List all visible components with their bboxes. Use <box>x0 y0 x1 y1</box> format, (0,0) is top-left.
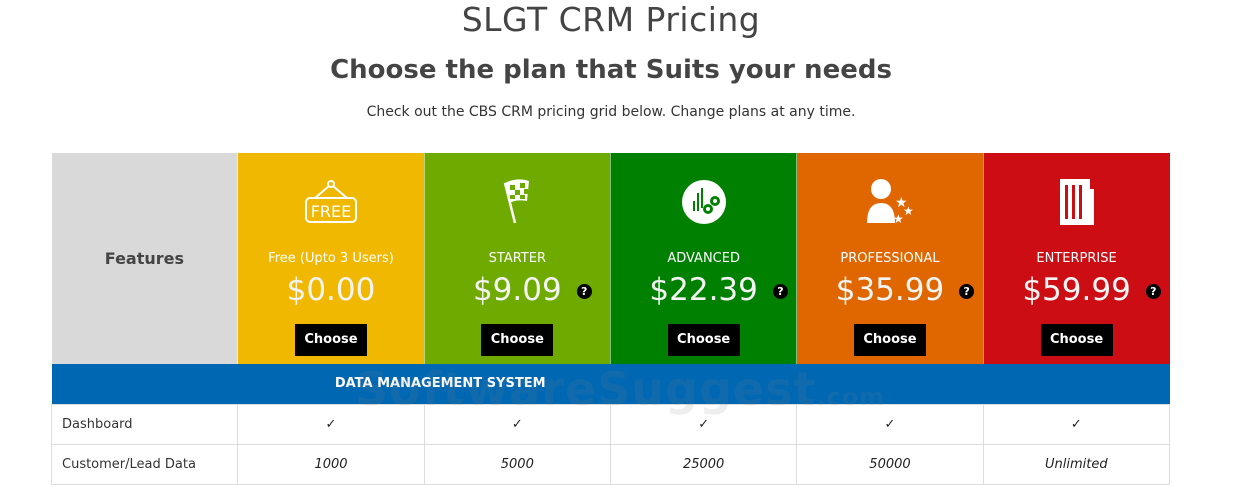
svg-text:FREE: FREE <box>311 202 352 221</box>
plan-column-0: FREE Free (Upto 3 Users) $0.00 Choose <box>237 153 425 364</box>
user-stars-icon: ★ ★ ★ <box>797 167 982 237</box>
table-row: Customer/Lead Data 1000 5000 25000 50000 Unli… <box>50 443 1171 485</box>
plan-name: PROFESSIONAL <box>840 251 940 266</box>
plan-name: ENTERPRISE <box>1036 251 1117 266</box>
page-description: Check out the CBS CRM pricing grid below… <box>366 104 856 120</box>
feature-value: 50000 <box>796 443 984 485</box>
plan-price-value: $0.00 <box>286 272 376 308</box>
page-title: SLGT CRM Pricing <box>461 0 761 39</box>
feature-value: 5000 <box>423 443 611 485</box>
plan-price: $0.00 <box>287 272 376 308</box>
feature-value: Unlimited <box>982 443 1171 485</box>
feature-value: ✓ <box>609 403 798 445</box>
chart-gears-icon <box>611 167 796 237</box>
plan-price: $35.99? <box>835 272 975 308</box>
feature-value: 1000 <box>237 443 425 485</box>
building-icon <box>984 167 1170 237</box>
pricing-table: Features FREE Free (Upto 3 Users) $0.00 … <box>50 153 1171 485</box>
feature-value: ✓ <box>982 403 1171 445</box>
plan-name: Free (Upto 3 Users) <box>268 251 394 266</box>
plan-price-value: $59.99 <box>1022 272 1131 308</box>
section-title: DATA MANAGEMENT SYSTEM <box>237 364 1170 404</box>
feature-name: Dashboard <box>50 403 239 445</box>
table-row: Dashboard ✓ ✓ ✓ ✓ ✓ <box>50 403 1171 445</box>
features-header: Features <box>51 153 238 364</box>
help-icon[interactable]: ? <box>576 284 592 299</box>
plan-name: ADVANCED <box>667 251 740 266</box>
choose-button[interactable]: Choose <box>294 324 367 356</box>
plan-column-4: ENTERPRISE $59.99? Choose <box>982 153 1170 364</box>
page-subtitle: Choose the plan that Suits your needs <box>330 55 892 85</box>
plan-price: $9.09? <box>472 272 592 308</box>
help-icon[interactable]: ? <box>959 284 975 299</box>
feature-value: ✓ <box>796 403 984 445</box>
plan-price: $59.99? <box>1022 272 1161 308</box>
plan-column-2: ADVANCED $22.39? Choose <box>609 153 797 364</box>
svg-text:★: ★ <box>895 195 908 211</box>
choose-button[interactable]: Choose <box>853 324 926 356</box>
checkered-flag-icon <box>425 167 610 237</box>
feature-value: ✓ <box>237 403 425 445</box>
choose-button[interactable]: Choose <box>667 324 740 356</box>
help-icon[interactable]: ? <box>1145 284 1161 299</box>
plan-price-value: $22.39 <box>649 272 758 308</box>
feature-value: ✓ <box>423 403 611 445</box>
feature-value: 25000 <box>609 443 798 485</box>
choose-button[interactable]: Choose <box>1040 324 1113 356</box>
svg-text:★: ★ <box>903 204 914 218</box>
plan-name: STARTER <box>488 251 546 266</box>
svg-text:★: ★ <box>893 212 904 226</box>
section-header <box>51 364 238 404</box>
plan-price-value: $35.99 <box>835 272 945 308</box>
plan-column-1: STARTER $9.09? Choose <box>423 153 611 364</box>
choose-button[interactable]: Choose <box>481 324 554 356</box>
plan-price: $22.39? <box>649 272 788 308</box>
free-sign-icon: FREE <box>238 167 423 237</box>
feature-name: Customer/Lead Data <box>50 443 239 485</box>
plan-price-value: $9.09 <box>472 272 562 308</box>
plan-column-3: ★ ★ ★ PROFESSIONAL $35.99? Choose <box>796 153 984 364</box>
help-icon[interactable]: ? <box>772 284 788 299</box>
